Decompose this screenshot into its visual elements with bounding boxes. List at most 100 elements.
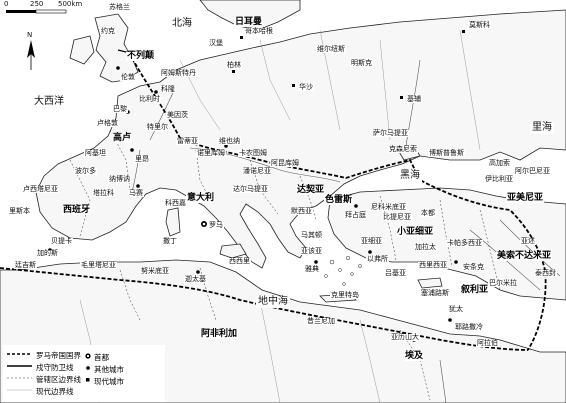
place-hamburg: 汉堡 <box>208 39 224 47</box>
place-gallia-belgica: 比利时 <box>138 95 161 103</box>
place-byzantium: 拜占庭 <box>344 211 367 219</box>
place-palmyra: 巴尔米拉 <box>488 279 518 287</box>
scale-tick-0: 0 <box>4 0 9 8</box>
place-massilia: 马赛 <box>128 189 144 197</box>
britain-land <box>94 13 139 83</box>
place-aquincum: 阿昆库姆 <box>270 159 300 167</box>
city-marker-carthago <box>196 270 200 274</box>
legend-defense-line: 戍守防卫线 <box>36 363 74 372</box>
place-tarraconensis: 塔拉科 <box>92 189 115 197</box>
sea-label-north-sea: 北海 <box>170 18 194 30</box>
place-lutetia: 巴黎 <box>112 105 128 113</box>
sea-label-black-sea: 黑海 <box>398 170 422 182</box>
place-judaea: 犹太 <box>448 305 464 313</box>
place-caucasus: 高加索 <box>488 159 511 167</box>
city-marker-antiochia <box>454 260 458 264</box>
legend-modern-border: 现代边界线 <box>36 387 74 396</box>
place-eboracum: 约克 <box>100 27 116 35</box>
place-mogontiacum: 美因茨 <box>166 111 189 119</box>
place-tingis: 廷吉斯 <box>14 261 37 269</box>
island-7 <box>342 282 346 286</box>
place-cyrenaica: 昔兰尼加 <box>306 317 336 325</box>
region-syria: 叙利亚 <box>460 285 490 295</box>
island-2 <box>338 268 342 272</box>
modern-border-8 <box>359 319 381 403</box>
modern-border-5 <box>459 29 481 151</box>
place-noricum: 诺里库姆 <box>196 149 226 157</box>
place-ctesiphon: 泰西封 <box>534 269 557 277</box>
tigris-river <box>499 219 561 277</box>
place-creta: 克里特岛 <box>330 291 360 299</box>
place-moesia: 默西亚 <box>290 207 313 215</box>
place-gades: 加的斯 <box>36 249 59 257</box>
place-ephesus: 以弗所 <box>366 255 389 263</box>
place-galatia: 加拉太 <box>414 243 437 251</box>
north-letter: N <box>27 31 33 39</box>
city-marker-jerusalem <box>448 318 452 322</box>
legend-modern-city: 现代城市 <box>94 377 124 386</box>
place-berlin: 柏林 <box>226 61 242 69</box>
place-sicilia: 西西里 <box>228 257 251 265</box>
place-cyprus: 塞浦路斯 <box>420 289 450 297</box>
region-armenia: 亚美尼亚 <box>506 193 545 203</box>
cyprus-land <box>417 277 443 289</box>
place-vilnius: 维尔纽斯 <box>316 45 346 53</box>
place-lycia: 吕基亚 <box>384 269 407 277</box>
place-asia: 亚细亚 <box>360 237 383 245</box>
place-raetia: 雷蒂亚 <box>176 137 199 145</box>
legend-province-boundary: 管辖区边界线 <box>36 375 81 384</box>
modern-city-marker-moscow <box>462 30 465 33</box>
place-achaea: 亚该亚 <box>300 247 323 255</box>
scale-tick-250: 250 <box>30 0 44 8</box>
city-marker-colonia <box>154 90 158 94</box>
sea-label-mediterranean: 地中海 <box>256 296 290 308</box>
place-cilicia: 西里西亚 <box>418 261 448 269</box>
region-mesopotamia: 美索不达米亚 <box>496 251 553 261</box>
place-sarmatia: 萨尔马提亚 <box>372 129 409 137</box>
region-thracia: 色雷斯 <box>324 195 354 205</box>
empire-frontier-south <box>0 267 529 351</box>
region-italia: 意大利 <box>186 193 216 203</box>
aegean-islands-group <box>324 255 362 286</box>
place-burdigala: 波尔多 <box>74 167 97 175</box>
place-bosporus: 博斯普鲁斯 <box>428 149 465 157</box>
place-dalmatia: 达尔马提亚 <box>232 185 269 193</box>
city-marker-lugdunum <box>130 148 134 152</box>
place-antiochia: 安条克 <box>462 263 485 271</box>
region-aegyptus: 埃及 <box>404 351 425 361</box>
place-moscow: 莫斯科 <box>468 21 491 29</box>
scale-bar: 0 250 500km <box>2 1 92 15</box>
place-numidia: 努米底亚 <box>140 267 170 275</box>
region-gallia: 高卢 <box>112 133 133 143</box>
place-lugdunensis: 卢格敦 <box>96 119 119 127</box>
place-lusitania: 卢西塔尼亚 <box>22 185 59 193</box>
sea-label-caspian: 里海 <box>530 122 554 134</box>
province-boundary-8 <box>479 209 501 291</box>
city-marker-vindobona <box>224 144 228 148</box>
province-boundary-3 <box>195 149 211 201</box>
place-aquitania: 阿基坦 <box>84 149 107 157</box>
north-arrow-icon: N <box>23 32 39 72</box>
island-1 <box>329 259 335 265</box>
place-athens: 雅典 <box>304 265 320 273</box>
province-boundary-7 <box>439 199 453 267</box>
place-nicomedia: 尼科米底亚 <box>370 203 407 211</box>
nile-river <box>439 359 447 403</box>
modern-city-marker-kyiv <box>400 96 403 99</box>
place-londinium: 伦敦 <box>120 73 136 81</box>
province-boundary-1 <box>69 159 91 237</box>
island-5 <box>324 274 328 278</box>
scale-tick-500: 500km <box>58 0 83 8</box>
place-pannonia: 潘诺尼亚 <box>242 167 272 175</box>
modern-border-4 <box>379 39 391 141</box>
region-britannia: 不列颠 <box>126 51 156 61</box>
modern-border-7 <box>259 299 281 403</box>
place-arabia: 阿拉伯 <box>476 339 499 347</box>
place-treveri: 特里尔 <box>146 123 169 131</box>
place-sardinia: 撒丁 <box>162 237 178 245</box>
rhone-river <box>131 149 141 193</box>
place-warsaw: 华沙 <box>298 83 314 91</box>
sardinia-land <box>165 207 181 237</box>
city-marker-ephesus <box>368 250 372 254</box>
